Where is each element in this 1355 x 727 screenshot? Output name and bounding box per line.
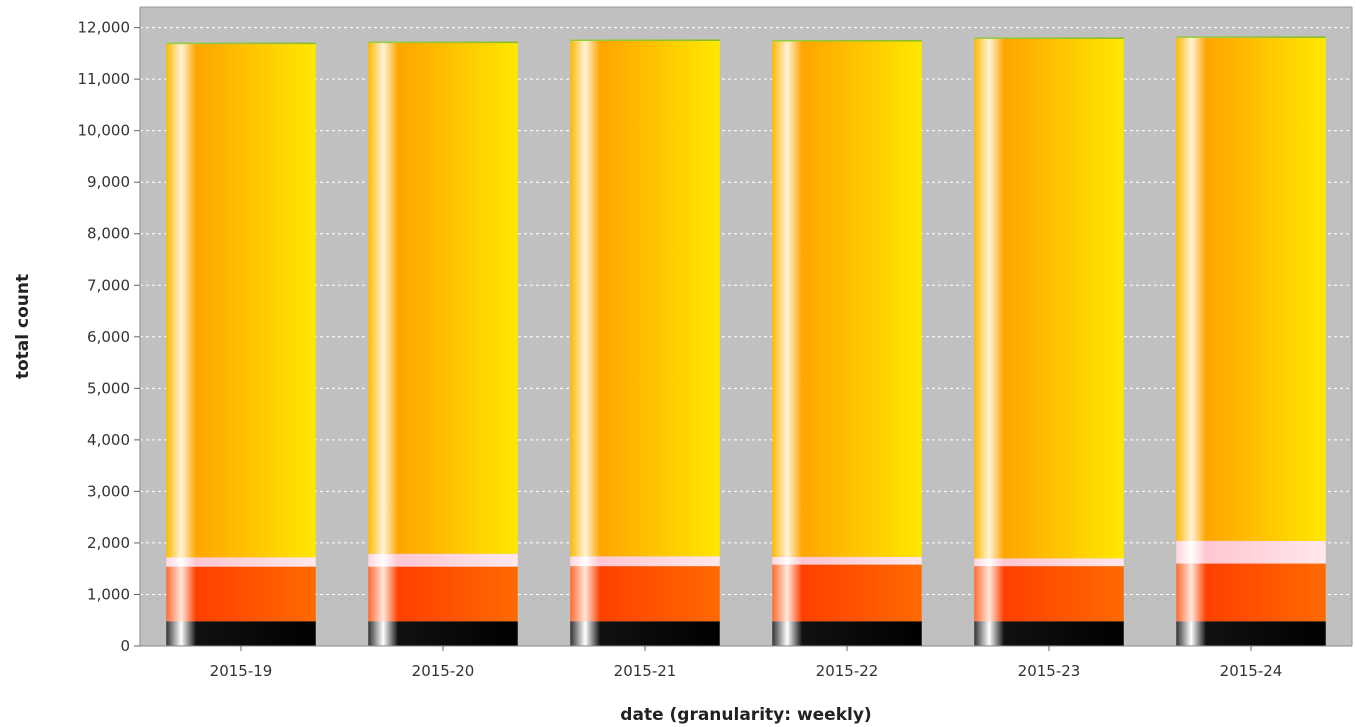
bar-segment <box>166 557 316 567</box>
x-tick-label: 2015-24 <box>1220 662 1283 680</box>
bar-segment <box>570 41 720 557</box>
bar-segment <box>166 566 316 622</box>
bar-segment <box>1176 36 1326 38</box>
y-tick-label: 5,000 <box>87 379 130 397</box>
x-tick-label: 2015-22 <box>816 662 879 680</box>
y-tick-label: 11,000 <box>78 70 131 88</box>
bar-segment <box>570 39 720 42</box>
x-tick-label: 2015-23 <box>1018 662 1081 680</box>
bar-segment <box>166 621 316 646</box>
bar-segment <box>368 621 518 646</box>
y-tick-label: 1,000 <box>87 585 130 603</box>
y-tick-label: 7,000 <box>87 276 130 294</box>
bar-segment <box>974 558 1124 567</box>
bar-segment <box>974 37 1124 39</box>
bar-segment <box>772 41 922 557</box>
bar-segment <box>1176 621 1326 646</box>
bar-segment <box>368 43 518 554</box>
bar-segment <box>570 556 720 567</box>
grid-lines <box>140 27 1352 595</box>
bar-segment <box>570 621 720 646</box>
bar-segment <box>570 566 720 622</box>
x-tick-label: 2015-20 <box>412 662 475 680</box>
y-tick-label: 3,000 <box>87 482 130 500</box>
y-tick-label: 4,000 <box>87 431 130 449</box>
bar-segment <box>974 566 1124 622</box>
bar-segment <box>974 621 1124 646</box>
y-tick-label: 9,000 <box>87 173 130 191</box>
bar-segment <box>166 44 316 558</box>
bar-segment <box>368 566 518 622</box>
plot-background <box>140 7 1352 646</box>
y-tick-label: 8,000 <box>87 225 130 243</box>
bar-segment <box>1176 563 1326 622</box>
bars <box>166 36 1326 646</box>
y-axis-ticks: 0 1,000 2,000 3,000 4,000 5,000 6,000 7,000 8,00… <box>78 19 140 655</box>
bar-segment <box>772 621 922 646</box>
bar-segment <box>368 553 518 567</box>
y-tick-label: 0 <box>120 637 130 655</box>
x-tick-label: 2015-19 <box>210 662 273 680</box>
x-axis-ticks: 2015-19 2015-20 2015-21 2015-22 2015-23 2015-… <box>210 646 1283 680</box>
bar-segment <box>368 41 518 44</box>
y-tick-label: 2,000 <box>87 534 130 552</box>
bar-segment <box>772 556 922 565</box>
y-tick-label: 6,000 <box>87 328 130 346</box>
bar-segment <box>166 42 316 45</box>
axes <box>139 6 1353 647</box>
bar-segment <box>1176 540 1326 564</box>
y-axis-label: total count <box>13 274 33 379</box>
y-tick-label: 12,000 <box>78 19 131 37</box>
bar-segment <box>974 38 1124 559</box>
y-tick-label: 10,000 <box>78 122 131 140</box>
x-tick-label: 2015-21 <box>614 662 677 680</box>
bar-segment <box>772 564 922 622</box>
bar-segment <box>1176 37 1326 541</box>
bar-segment <box>772 39 922 42</box>
x-axis-label: date (granularity: weekly) <box>620 705 871 725</box>
